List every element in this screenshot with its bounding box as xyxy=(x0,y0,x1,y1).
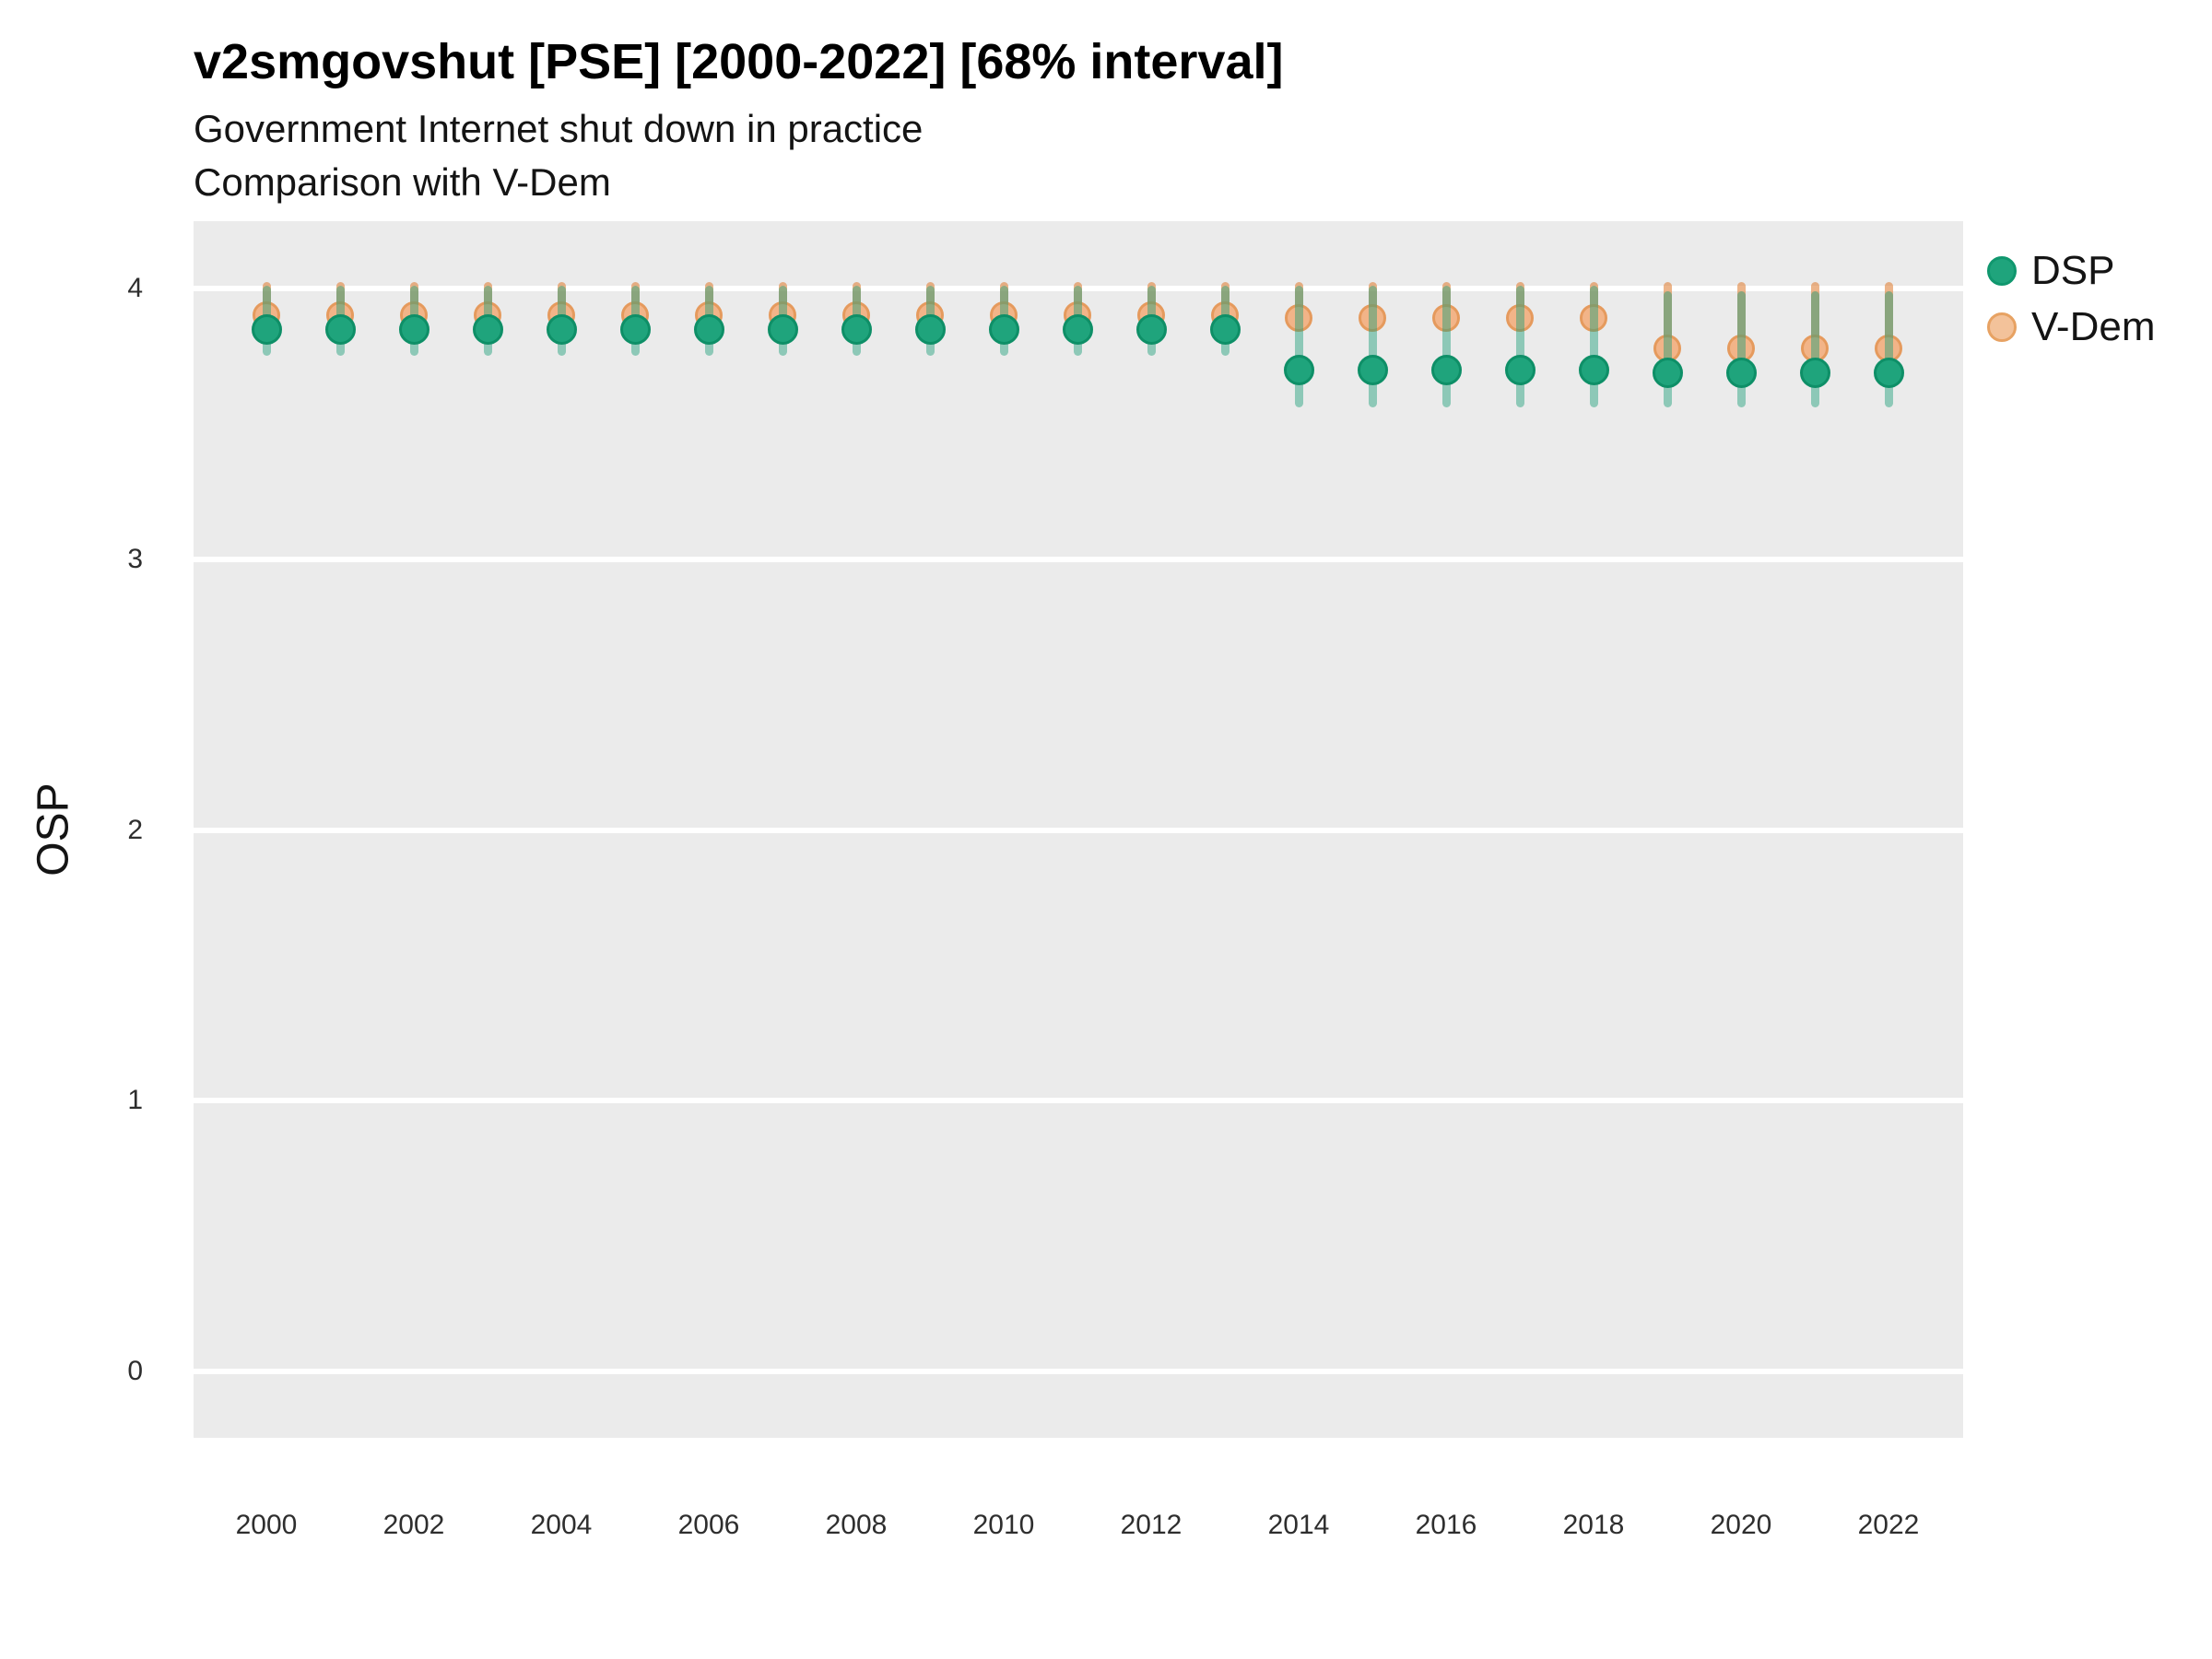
vdem-interval-2022 xyxy=(1884,281,1893,365)
dsp-interval-2020 xyxy=(1736,290,1746,408)
chart-subtitle: Government Internet shut down in practic… xyxy=(194,107,924,150)
y-tick-label-1: 1 xyxy=(127,1085,143,1116)
dsp-point-2000 xyxy=(251,313,282,345)
vdem-point-2015 xyxy=(1359,304,1386,333)
y-tick-label-0: 0 xyxy=(127,1356,143,1386)
y-tick-label-4: 4 xyxy=(127,273,143,303)
dsp-point-2013 xyxy=(1209,313,1241,345)
vdem-interval-2019 xyxy=(1663,281,1672,365)
legend-label-vdem: V-Dem xyxy=(2031,304,2156,349)
dsp-point-2017 xyxy=(1504,354,1535,385)
x-tick-label-2002: 2002 xyxy=(382,1510,445,1540)
gridline-y-3 xyxy=(194,556,1963,562)
legend: DSP V-Dem xyxy=(1987,248,2156,349)
vdem-point-2016 xyxy=(1432,304,1460,333)
x-tick-label-2004: 2004 xyxy=(530,1510,593,1540)
x-tick-label-2006: 2006 xyxy=(677,1510,740,1540)
dsp-point-2010 xyxy=(988,313,1019,345)
gridline-y-1 xyxy=(194,1098,1963,1104)
dsp-point-2011 xyxy=(1062,313,1093,345)
x-tick-label-2008: 2008 xyxy=(825,1510,888,1540)
dsp-point-2016 xyxy=(1430,354,1462,385)
x-tick-label-2014: 2014 xyxy=(1267,1510,1330,1540)
x-tick-label-2018: 2018 xyxy=(1562,1510,1625,1540)
dsp-interval-2022 xyxy=(1884,290,1893,408)
dsp-point-2015 xyxy=(1357,354,1388,385)
dsp-point-2021 xyxy=(1799,357,1830,388)
dsp-point-2018 xyxy=(1578,354,1609,385)
dsp-point-2006 xyxy=(693,313,724,345)
dsp-point-2004 xyxy=(546,313,577,345)
dsp-point-2012 xyxy=(1135,313,1167,345)
vdem-point-2017 xyxy=(1506,304,1534,333)
dsp-interval-2017 xyxy=(1515,286,1524,408)
dsp-point-2019 xyxy=(1652,357,1683,388)
legend-item-dsp: DSP xyxy=(1987,248,2155,293)
x-tick-label-2022: 2022 xyxy=(1857,1510,1920,1540)
dsp-interval-2021 xyxy=(1810,290,1819,408)
vdem-interval-2021 xyxy=(1810,281,1819,365)
gridline-y-0 xyxy=(194,1369,1963,1374)
dsp-point-icon xyxy=(1987,256,2017,286)
legend-label-dsp: DSP xyxy=(2031,248,2115,293)
vdem-interval-2020 xyxy=(1736,281,1746,365)
dsp-point-2007 xyxy=(767,313,798,345)
plot-panel xyxy=(194,221,1963,1438)
dsp-interval-2019 xyxy=(1663,290,1672,408)
dsp-point-2002 xyxy=(398,313,429,345)
vdem-point-2018 xyxy=(1580,304,1607,333)
dsp-point-2005 xyxy=(619,313,651,345)
vdem-point-2014 xyxy=(1285,304,1312,333)
dsp-interval-2014 xyxy=(1294,286,1303,408)
legend-item-vdem: V-Dem xyxy=(1987,304,2156,349)
chart-title: v2smgovshut [PSE] [2000-2022] [68% inter… xyxy=(194,34,1284,89)
dsp-point-2009 xyxy=(914,313,946,345)
dsp-point-2003 xyxy=(472,313,503,345)
gridline-y-2 xyxy=(194,827,1963,833)
dsp-point-2008 xyxy=(841,313,872,345)
vdem-point-icon xyxy=(1987,312,2017,342)
y-tick-label-2: 2 xyxy=(127,814,143,845)
dsp-point-2022 xyxy=(1873,357,1904,388)
chart-comparison-note: Comparison with V-Dem xyxy=(194,160,611,204)
dsp-interval-2018 xyxy=(1589,286,1598,408)
x-tick-label-2020: 2020 xyxy=(1710,1510,1772,1540)
dsp-point-2001 xyxy=(324,313,356,345)
x-tick-label-2000: 2000 xyxy=(235,1510,298,1540)
dsp-point-2014 xyxy=(1283,354,1314,385)
y-tick-label-3: 3 xyxy=(127,543,143,574)
dsp-interval-2015 xyxy=(1368,286,1377,408)
dsp-point-2020 xyxy=(1725,357,1757,388)
x-tick-label-2010: 2010 xyxy=(972,1510,1035,1540)
x-tick-label-2012: 2012 xyxy=(1120,1510,1182,1540)
dsp-interval-2016 xyxy=(1441,286,1451,408)
x-tick-label-2016: 2016 xyxy=(1415,1510,1477,1540)
